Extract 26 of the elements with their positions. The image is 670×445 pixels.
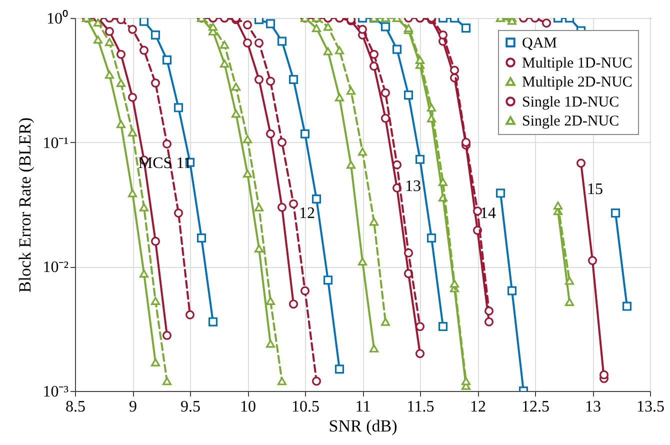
x-tick-label: 13: [585, 398, 601, 416]
y-tick-label: 10⁰: [46, 10, 68, 28]
x-tick-label: 9: [129, 398, 137, 416]
x-tick-label: 12.5: [522, 398, 550, 416]
x-axis-title: SNR (dB): [328, 416, 398, 436]
x-tick-label: 13.5: [636, 398, 664, 416]
x-tick-label: 12: [470, 398, 486, 416]
x-tick-label: 11: [355, 398, 371, 416]
x-tick-label: 8.5: [66, 398, 86, 416]
legend-label: Multiple 1D-NUC: [522, 56, 632, 72]
y-tick-label: 10⁻²: [42, 259, 69, 276]
y-tick-label: 10⁻¹: [42, 134, 69, 152]
annotation: 13: [405, 178, 421, 195]
annotation: 14: [480, 205, 496, 222]
legend-label: QAM: [522, 36, 558, 52]
y-axis-title: Block Error Rate (BLER): [16, 117, 35, 293]
x-tick-label: 10.5: [292, 398, 320, 416]
legend-label: Multiple 2D-NUC: [522, 74, 632, 90]
annotation: 15: [587, 181, 603, 198]
annotation: 12: [299, 205, 315, 222]
y-tick-label: 10⁻³: [42, 384, 69, 400]
x-tick-label: 9.5: [180, 398, 200, 416]
x-tick-label: 11.5: [406, 398, 434, 416]
legend-label: Single 1D-NUC: [522, 94, 620, 110]
x-tick-label: 10: [240, 398, 256, 416]
legend-label: Single 2D-NUC: [522, 114, 620, 130]
